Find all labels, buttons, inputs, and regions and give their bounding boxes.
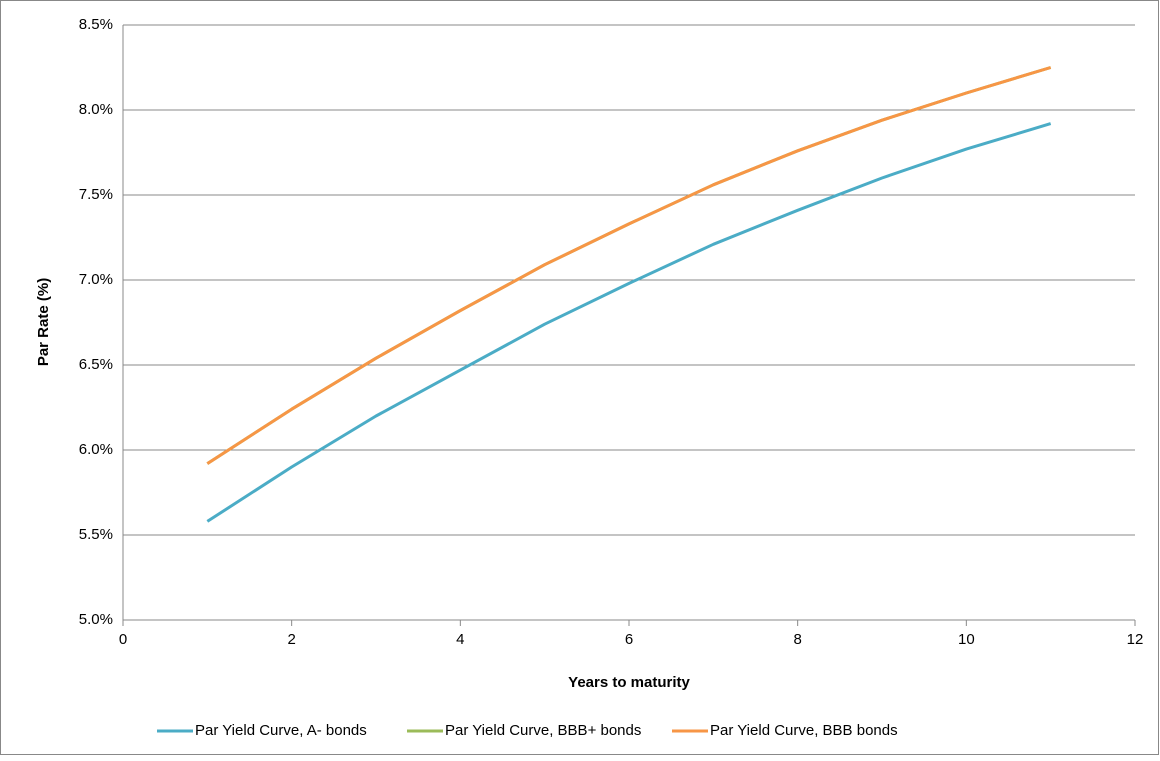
- legend-label: Par Yield Curve, A- bonds: [195, 722, 367, 739]
- y-tick-label: 5.5%: [79, 526, 113, 543]
- y-tick-label: 7.5%: [79, 186, 113, 203]
- y-tick-label: 6.0%: [79, 441, 113, 458]
- y-tick-label: 5.0%: [79, 611, 113, 628]
- y-tick-label: 7.0%: [79, 271, 113, 288]
- x-tick-label: 2: [287, 631, 295, 648]
- x-tick-label: 8: [793, 631, 801, 648]
- x-tick-label: 0: [119, 631, 127, 648]
- y-tick-label: 8.5%: [79, 16, 113, 33]
- y-tick-label: 6.5%: [79, 356, 113, 373]
- x-axis-title: Years to maturity: [568, 674, 690, 691]
- x-tick-label: 6: [625, 631, 633, 648]
- y-tick-label: 8.0%: [79, 101, 113, 118]
- y-axis-title: Par Rate (%): [35, 278, 52, 366]
- series-line: [206, 66, 1052, 465]
- series-line: [206, 122, 1052, 523]
- legend-label: Par Yield Curve, BBB+ bonds: [445, 722, 641, 739]
- legend-label: Par Yield Curve, BBB bonds: [710, 722, 898, 739]
- x-tick-label: 4: [456, 631, 464, 648]
- x-tick-label: 12: [1127, 631, 1144, 648]
- x-tick-label: 10: [958, 631, 975, 648]
